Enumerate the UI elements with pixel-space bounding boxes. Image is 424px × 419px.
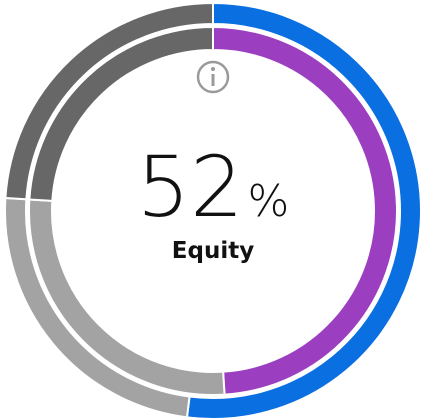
ring-segment	[28, 25, 214, 202]
ring-segment	[4, 1, 214, 201]
info-icon[interactable]	[196, 60, 230, 94]
info-dot	[211, 67, 215, 71]
center-unit: %	[248, 176, 290, 227]
center-value: 52	[137, 138, 244, 236]
center-label: Equity	[172, 238, 254, 264]
center-figure: 52%	[137, 138, 290, 236]
